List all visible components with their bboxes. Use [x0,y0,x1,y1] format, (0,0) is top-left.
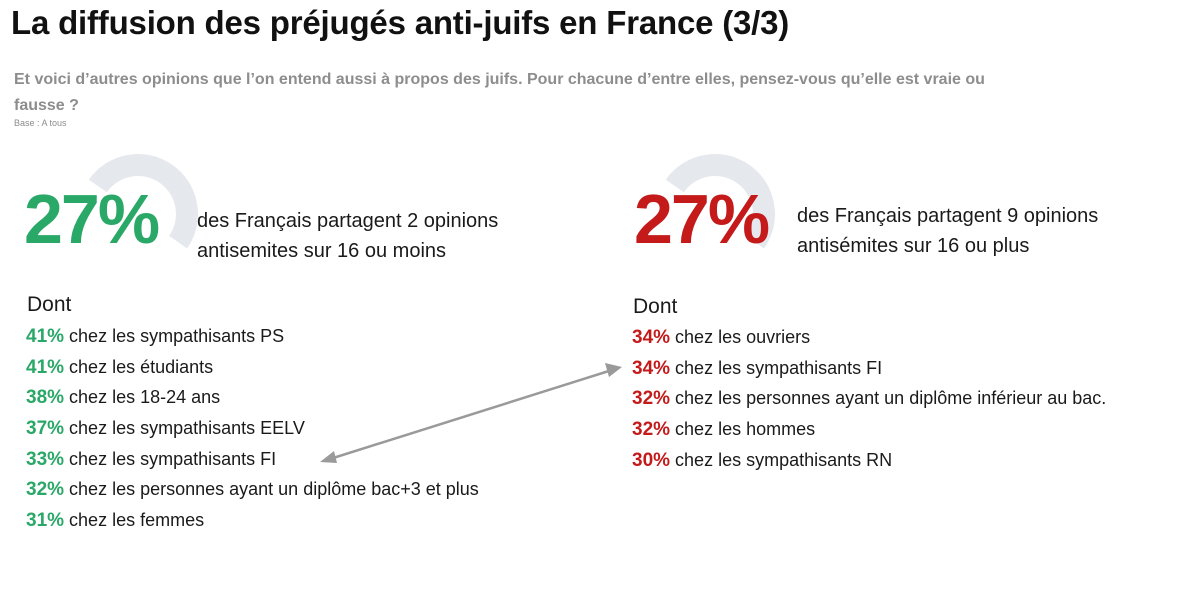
item-label: chez les sympathisants FI [675,357,883,378]
left-description-line1: des Français partagent 2 opinions [197,210,499,232]
right-breakdown-list: 34% chez les ouvriers 34% chez les sympa… [632,322,1106,475]
left-description-line2: antisemites sur 16 ou moins [197,240,447,262]
right-description-line1: des Français partagent 9 opinions [797,205,1099,227]
list-item: 32% chez les personnes ayant un diplôme … [26,474,479,505]
item-label: chez les sympathisants EELV [69,418,305,439]
list-item: 34% chez les ouvriers [632,322,1106,353]
item-label: chez les personnes ayant un diplôme infé… [675,388,1107,409]
list-item: 41% chez les sympathisants PS [26,321,479,352]
right-big-percentage: 27% [634,180,770,258]
left-big-percentage: 27% [24,180,160,258]
item-label: chez les sympathisants RN [675,449,893,470]
item-percentage: 33% [26,448,65,470]
item-label: chez les personnes ayant un diplôme bac+… [69,479,479,500]
right-description-line2: antisémites sur 16 ou plus [797,235,1030,257]
list-item: 31% chez les femmes [26,505,479,536]
left-description: des Français partagent 2 opinions antise… [197,206,498,266]
item-label: chez les 18-24 ans [69,387,221,408]
item-label: chez les étudiants [69,356,214,377]
item-label: chez les hommes [675,419,816,440]
item-percentage: 32% [26,479,65,501]
item-label: chez les ouvriers [675,327,811,347]
item-percentage: 30% [632,449,671,471]
right-description: des Français partagent 9 opinions antisé… [797,201,1098,261]
item-percentage: 38% [26,387,65,409]
item-percentage: 32% [632,388,671,410]
list-item: 38% chez les 18-24 ans [26,382,479,413]
item-percentage: 34% [632,357,671,379]
base-note: Base : A tous [14,118,67,128]
item-percentage: 32% [632,419,671,441]
left-dont-label: Dont [27,293,72,316]
item-label: chez les femmes [69,510,205,531]
left-breakdown-list: 41% chez les sympathisants PS 41% chez l… [26,321,479,536]
list-item: 32% chez les hommes [632,414,1106,445]
item-percentage: 31% [26,510,65,532]
list-item: 37% chez les sympathisants EELV [26,413,479,444]
list-item: 34% chez les sympathisants FI [632,353,1106,384]
item-label: chez les sympathisants PS [69,326,285,346]
item-percentage: 41% [26,326,65,347]
list-item: 32% chez les personnes ayant un diplôme … [632,383,1106,414]
right-dont-label: Dont [633,295,678,318]
item-percentage: 37% [26,418,65,440]
list-item: 41% chez les étudiants [26,352,479,383]
list-item: 33% chez les sympathisants FI [26,444,479,475]
item-percentage: 41% [26,356,65,378]
list-item: 30% chez les sympathisants RN [632,445,1106,476]
item-percentage: 34% [632,327,671,348]
question-subtitle: Et voici d’autres opinions que l’on ente… [14,71,985,114]
item-label: chez les sympathisants FI [69,448,277,469]
page-title: La diffusion des préjugés anti-juifs en … [11,4,790,41]
